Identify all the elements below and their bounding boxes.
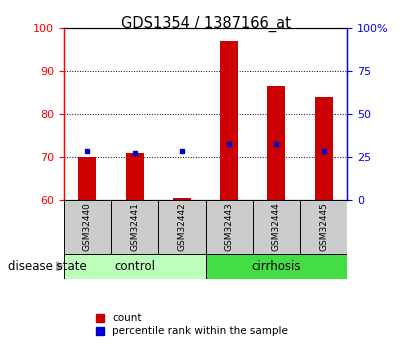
Bar [300,200,347,254]
Text: cirrhosis: cirrhosis [252,260,301,273]
Bar [111,200,158,254]
Bar [126,152,143,200]
Text: GDS1354 / 1387166_at: GDS1354 / 1387166_at [120,16,291,32]
Text: GSM32445: GSM32445 [319,203,328,251]
Text: disease state: disease state [8,260,87,273]
Bar [64,254,206,279]
Bar [315,97,332,200]
Bar [206,254,347,279]
Bar [158,200,206,254]
Polygon shape [57,262,62,271]
Text: GSM32443: GSM32443 [225,203,233,251]
Legend: count, percentile rank within the sample: count, percentile rank within the sample [96,313,288,336]
Text: control: control [114,260,155,273]
Bar [79,157,96,200]
Bar [253,200,300,254]
Bar [206,200,253,254]
Text: GSM32444: GSM32444 [272,203,281,251]
Text: GSM32442: GSM32442 [178,203,186,251]
Bar [220,41,238,200]
Text: GSM32441: GSM32441 [130,203,139,251]
Bar [268,86,285,200]
Text: GSM32440: GSM32440 [83,203,92,251]
Bar [173,198,191,200]
Bar [64,200,111,254]
